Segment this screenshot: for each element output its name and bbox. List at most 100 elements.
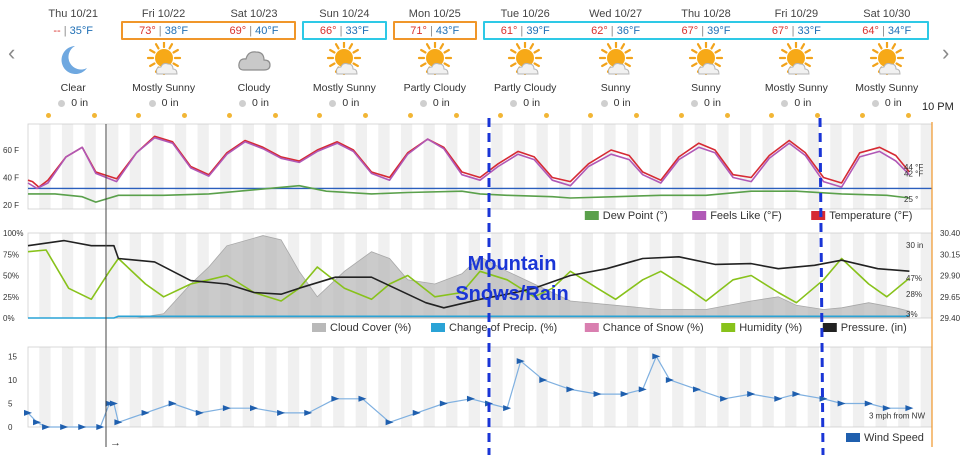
temperature-panel: 60 F 40 F 20 F 44 °F42 °F 25 ° Temperature (°… — [3, 123, 933, 222]
time-band — [898, 124, 910, 209]
time-band — [717, 233, 729, 318]
day-temps: 67° | 39°F — [664, 24, 748, 39]
time-band — [739, 233, 752, 318]
sunrise-marker — [46, 113, 51, 118]
sun-disc — [335, 49, 354, 67]
sun-ray — [329, 48, 336, 54]
time-band — [84, 233, 96, 318]
high-temp: 71° — [410, 25, 430, 37]
value-label: 44 °F — [904, 163, 923, 172]
day-temps: -- | 35°F — [31, 24, 115, 39]
day-name: Fri 10/22 — [141, 8, 186, 20]
next-arrow[interactable]: › — [942, 40, 950, 65]
forecast-day-1[interactable]: Fri 10/22 73° | 38°F Mostly Sunny 0 in — [118, 0, 208, 121]
time-band — [378, 124, 390, 209]
forecast-day-7[interactable]: Thu 10/28 67° | 39°F Sunny 0 in — [661, 0, 751, 121]
time-band — [920, 233, 932, 318]
sun-ray — [148, 62, 156, 68]
moon-icon — [61, 46, 88, 74]
precip-value: 0 in — [794, 97, 812, 109]
forecast-day-5[interactable]: Tue 10/26 61° | 39°F Partly Cloudy 0 in — [480, 0, 570, 121]
sunset-marker — [634, 113, 640, 118]
precip-amount: 0 in — [480, 97, 570, 109]
time-band — [310, 124, 322, 209]
legend-label: Wind Speed — [864, 432, 924, 444]
sun-icon — [327, 42, 362, 76]
wind-direction-arrow — [358, 395, 367, 402]
time-band — [694, 233, 706, 318]
legend-swatch — [312, 323, 326, 332]
day-temps: 64° | 34°F — [845, 24, 929, 39]
sun-ray — [154, 43, 160, 50]
raindrop-icon — [329, 99, 337, 107]
sun-ray — [714, 48, 721, 54]
highlight-box — [302, 21, 387, 40]
legend-label: Chance of Snow (%) — [603, 322, 704, 334]
condition-label: Sunny — [691, 82, 721, 94]
legend-label: Cloud Cover (%) — [330, 322, 411, 334]
low-temp: 39°F — [707, 25, 731, 37]
time-band — [830, 233, 842, 318]
time-band — [197, 124, 209, 209]
precip-value: 0 in — [432, 97, 450, 109]
temp-separator: | — [520, 25, 527, 37]
forecast-day-6[interactable]: Wed 10/27 62° | 36°F Sunny 0 in — [570, 0, 660, 121]
legend-swatch — [692, 211, 707, 220]
wind-direction-arrow — [593, 391, 602, 398]
sunset-marker — [92, 113, 97, 118]
time-band — [355, 124, 367, 209]
axis-tick-label: 5 — [8, 399, 13, 408]
sun-ray — [600, 62, 608, 68]
sunrise-marker — [859, 113, 865, 118]
raindrop-icon — [58, 99, 66, 107]
sun-disc — [787, 49, 806, 67]
forecast-day-8[interactable]: Fri 10/29 67° | 33°F Mostly Sunny 0 in — [751, 0, 841, 121]
legend-label: Pressure. (in) — [841, 322, 907, 334]
wind-direction-arrow — [439, 400, 448, 407]
time-band — [39, 124, 51, 209]
legend-swatch — [584, 323, 599, 332]
cloud-icon — [238, 51, 271, 71]
time-band — [717, 124, 729, 209]
sun-ray — [800, 43, 806, 50]
wind-direction-arrow — [304, 409, 313, 416]
humidity-pressure-panel: 100% 75% 50% 25% 0% 30.40 30.15 29.90 29.65 29.40… — [3, 229, 960, 334]
time-band — [785, 124, 797, 209]
wind-direction-arrow — [566, 386, 575, 393]
axis-tick-label: 60 F — [3, 146, 19, 155]
time-band — [107, 124, 119, 209]
legend-label: Humidity (%) — [739, 322, 802, 334]
precip-value: 0 in — [342, 97, 360, 109]
condition-label: Sunny — [600, 82, 631, 94]
day-temps: 62° | 36°F — [573, 24, 657, 39]
series-line — [28, 314, 910, 319]
day-name: Thu 10/28 — [681, 8, 731, 20]
forecast-day-9[interactable]: Sat 10/30 64° | 34°F Mostly Sunny 0 in — [842, 0, 932, 121]
wind-direction-arrow — [277, 409, 286, 416]
forecast-day-3[interactable]: Sun 10/24 66° | 33°F Mostly Sunny 0 in — [299, 0, 389, 121]
time-band — [39, 233, 51, 318]
precip-amount: 0 in — [570, 97, 660, 109]
forecast-day-2[interactable]: Sat 10/23 69° | 40°F Cloudy 0 in — [209, 0, 299, 121]
day-temps: 73° | 38°F — [121, 24, 205, 39]
forecast-day-0[interactable]: Thu 10/21 -- | 35°F Clear 0 in — [28, 0, 118, 121]
time-band — [423, 124, 435, 209]
time-band — [920, 347, 932, 427]
highlight-box — [483, 21, 929, 40]
condition-label: Partly Cloudy — [403, 82, 467, 94]
precip-amount: 0 in — [390, 97, 480, 109]
forecast-day-4[interactable]: Mon 10/25 71° | 43°F Partly Cloudy 0 in — [390, 0, 480, 121]
previous-arrow[interactable]: ‹ — [8, 40, 16, 65]
time-band — [604, 233, 616, 318]
small-cloud — [607, 62, 630, 75]
sun-ray — [606, 43, 612, 50]
wind-direction-arrow — [141, 409, 150, 416]
sun-ray — [696, 43, 702, 50]
time-band — [333, 233, 345, 318]
annotations: → Mountain Snows/Rain — [105, 117, 933, 456]
time-band — [604, 347, 616, 427]
time-band — [898, 233, 910, 318]
sun-disc — [154, 49, 173, 67]
time-band — [61, 347, 74, 427]
time-band — [762, 347, 774, 427]
